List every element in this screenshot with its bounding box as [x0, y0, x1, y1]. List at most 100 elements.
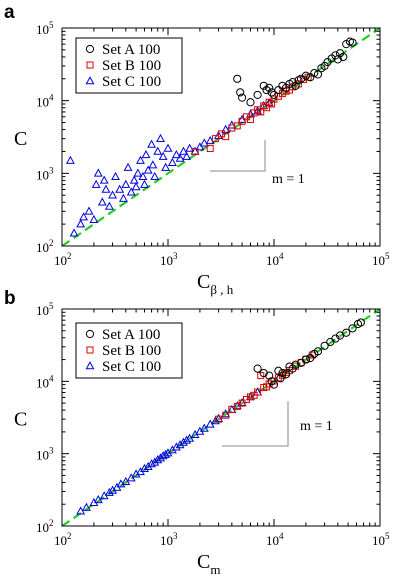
data-point-triangle [84, 206, 94, 215]
x-tick-label: 105 [372, 251, 390, 268]
data-point-triangle [182, 435, 192, 444]
reference-line-y-equals-x [61, 308, 381, 527]
panel-b-slope-marker: m = 1 [222, 401, 333, 447]
data-point-circle [246, 98, 255, 107]
data-point-circle [310, 68, 319, 78]
data-point-square [215, 415, 223, 423]
data-point-square [191, 147, 199, 155]
data-point-triangle [129, 175, 139, 184]
y-tick-label: 103 [36, 165, 54, 182]
data-point-triangle [175, 440, 185, 449]
data-point-circle [262, 85, 271, 95]
data-point-square [246, 393, 254, 401]
panel-b-points [76, 318, 365, 515]
legend-entry-label: Set C 100 [102, 74, 161, 90]
data-point-triangle [171, 442, 181, 451]
panel-a-slope-marker: m = 1 [210, 140, 305, 187]
panel-b-label: b [4, 288, 16, 309]
data-point-circle [253, 90, 262, 100]
data-point-triangle [179, 437, 188, 446]
data-point-triangle [97, 197, 107, 206]
data-point-circle [259, 368, 268, 378]
panel-b-reference-line [61, 308, 381, 527]
data-point-triangle [158, 151, 168, 160]
data-point-triangle [99, 175, 109, 184]
x-tick-label: 103 [160, 251, 178, 268]
x-tick-label: 105 [372, 531, 390, 548]
data-point-square [268, 100, 276, 108]
data-point-triangle [123, 162, 133, 171]
data-point-triangle [89, 214, 99, 224]
panel-a-xlabel: Cβ , h [197, 271, 234, 297]
xlabel-subscript: β , h [210, 282, 233, 297]
y-tick-label: 103 [36, 446, 54, 463]
x-tick-label: 103 [160, 531, 178, 548]
data-point-square [238, 117, 246, 125]
y-tick-label: 105 [36, 301, 54, 318]
data-point-circle [301, 71, 311, 80]
data-point-triangle [126, 473, 136, 482]
data-point-triangle [138, 171, 148, 180]
data-point-triangle [140, 463, 149, 472]
data-point-triangle [76, 219, 86, 228]
data-point-triangle [210, 416, 220, 425]
x-tick-label: 104 [266, 531, 284, 548]
y-tick-label: 105 [36, 20, 54, 37]
data-point-triangle [175, 153, 185, 162]
legend-entry-label: Set A 100 [102, 42, 160, 58]
data-point-triangle [133, 168, 143, 177]
data-point-circle [278, 368, 287, 378]
data-point-triangle [104, 487, 114, 496]
data-point-triangle [93, 168, 103, 177]
data-point-triangle [179, 146, 188, 155]
data-point-circle [331, 51, 340, 60]
legend-entry-label: Set B 100 [102, 343, 161, 359]
data-point-circle [265, 371, 274, 380]
data-point-triangle [121, 179, 131, 188]
data-point-square [228, 124, 236, 132]
data-point-triangle [156, 133, 165, 142]
data-point-circle [356, 318, 365, 327]
data-point-triangle [79, 212, 89, 221]
data-point-triangle [147, 459, 157, 468]
panel-a-plot-frame [61, 27, 381, 247]
data-point-triangle [221, 409, 231, 418]
data-point-circle [259, 81, 268, 90]
data-point-triangle [111, 171, 120, 180]
data-point-triangle [199, 138, 209, 147]
data-point-triangle [195, 142, 205, 151]
data-point-triangle [214, 413, 224, 422]
panel-a-label: a [4, 2, 15, 23]
data-point-square [206, 144, 214, 152]
panel-a-reference-line [61, 27, 381, 247]
data-point-triangle [150, 171, 160, 180]
data-point-square [254, 388, 262, 396]
legend-marker-circle [85, 329, 95, 339]
xlabel-subscript: m [210, 562, 220, 577]
data-point-circle [269, 90, 279, 100]
slope-annotation: m = 1 [300, 419, 333, 434]
data-point-circle [276, 374, 285, 383]
data-point-circle [269, 380, 279, 389]
data-point-triangle [81, 502, 91, 511]
data-point-triangle [65, 155, 75, 164]
y-tick-label: 102 [36, 238, 54, 255]
data-point-circle [281, 370, 291, 379]
data-point-circle [274, 366, 283, 375]
panel-b-ylabel: C [14, 409, 27, 431]
data-point-circle [265, 83, 274, 92]
xlabel-main: C [197, 551, 210, 573]
data-point-triangle [185, 143, 195, 152]
data-point-circle [291, 360, 300, 369]
data-point-triangle [108, 190, 118, 199]
legend-entry-label: Set B 100 [102, 58, 161, 74]
data-point-triangle [140, 179, 149, 188]
data-point-circle [348, 324, 357, 333]
data-point-circle [236, 88, 245, 97]
data-point-triangle [163, 143, 173, 152]
data-point-circle [320, 341, 329, 350]
data-point-triangle [161, 449, 171, 458]
